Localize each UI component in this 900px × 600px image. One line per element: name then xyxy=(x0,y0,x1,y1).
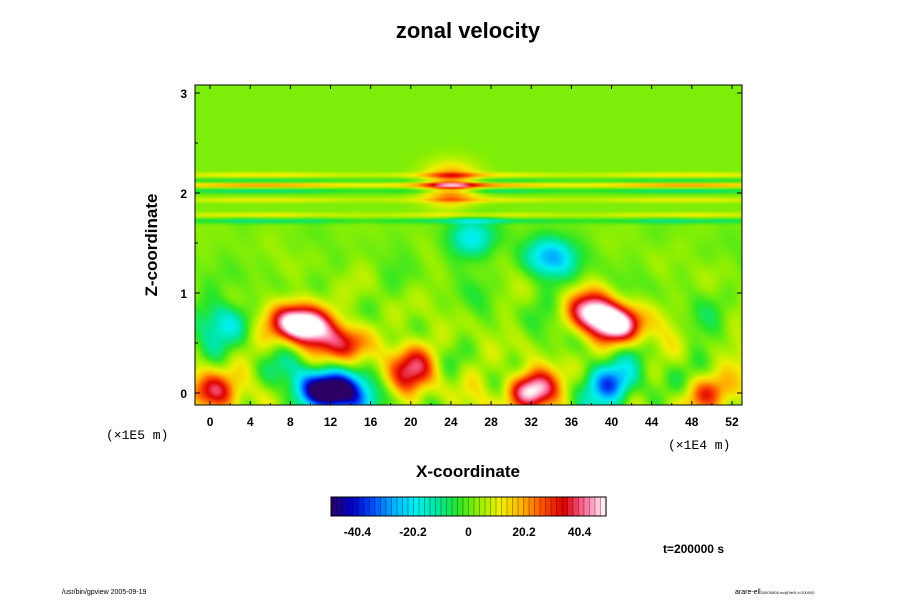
colorbar-cell xyxy=(578,496,585,517)
x-tick-label: 36 xyxy=(565,415,579,429)
y-tick-label: 2 xyxy=(180,187,187,201)
colorbar-cell xyxy=(523,496,530,517)
colorbar-cell xyxy=(413,496,420,517)
colorbar-cell xyxy=(341,496,349,517)
colorbar-cell xyxy=(418,496,426,517)
x-tick-label: 16 xyxy=(364,415,378,429)
colorbar-frame xyxy=(330,496,607,517)
colorbar-cell xyxy=(550,496,558,517)
colorbar-cell xyxy=(490,496,497,517)
colorbar-cell xyxy=(363,496,371,517)
footer-file-main: arare-ell xyxy=(735,589,761,596)
colorbar-cell xyxy=(561,496,569,517)
colorbar-cell xyxy=(369,496,376,517)
colorbar-cell xyxy=(440,496,448,517)
velocity-heatmap xyxy=(195,85,742,405)
colorbar-cell xyxy=(484,496,492,517)
chart-title: zonal velocity xyxy=(396,18,541,43)
colorbar: -40.4 -20.2 0 20.2 40.4 xyxy=(330,496,607,539)
colorbar-cell xyxy=(407,496,415,517)
colorbar-cell xyxy=(473,496,481,517)
colorbar-cell xyxy=(556,496,563,517)
colorbar-ticks: -40.4 -20.2 0 20.2 40.4 xyxy=(344,525,592,539)
colorbar-cell xyxy=(528,496,536,517)
colorbar-cell xyxy=(501,496,508,517)
x-tick-label: 20 xyxy=(404,415,418,429)
colorbar-cell xyxy=(391,496,398,517)
colorbar-cell xyxy=(534,496,541,517)
colorbar-cell xyxy=(468,496,475,517)
colorbar-cell xyxy=(506,496,514,517)
x-tick-label: 12 xyxy=(324,415,338,429)
y-tick-label: 0 xyxy=(180,387,187,401)
footer-file-sub: 2000X800.nc@VelX,t=200000 xyxy=(760,590,815,595)
plot-frame xyxy=(194,84,743,406)
x-unit-label: (×1E4 m) xyxy=(668,438,730,453)
colorbar-cell xyxy=(567,496,574,517)
colorbar-cell xyxy=(572,496,580,517)
colorbar-cell xyxy=(457,496,464,517)
colorbar-cell xyxy=(589,496,596,517)
x-axis-label: X-coordinate xyxy=(416,462,520,481)
colorbar-cell xyxy=(402,496,409,517)
colorbar-cell xyxy=(374,496,382,517)
x-tick-label: 44 xyxy=(645,415,659,429)
x-tick-label: 0 xyxy=(207,415,214,429)
colorbar-tick-label: 20.2 xyxy=(512,525,536,539)
colorbar-cell xyxy=(495,496,503,517)
colorbar-cell xyxy=(380,496,387,517)
colorbar-cell xyxy=(462,496,470,517)
x-tick-label: 32 xyxy=(525,415,539,429)
y-unit-label: (×1E5 m) xyxy=(106,428,168,443)
time-label: t=200000 s xyxy=(663,542,724,556)
x-tick-label: 28 xyxy=(484,415,498,429)
x-tick-label: 24 xyxy=(444,415,458,429)
colorbar-cell xyxy=(352,496,360,517)
footer-program: /usr/bin/gpview 2005-09-19 xyxy=(62,589,147,596)
x-tick-label: 40 xyxy=(605,415,619,429)
y-tick-label: 1 xyxy=(180,287,187,301)
colorbar-cell xyxy=(451,496,459,517)
footer-file: arare-ell2000X800.nc@VelX,t=200000 xyxy=(735,589,814,596)
colorbar-tick-label: 0 xyxy=(465,525,472,539)
y-tick-label: 3 xyxy=(180,87,187,101)
colorbar-cell xyxy=(336,496,343,517)
colorbar-cell xyxy=(435,496,442,517)
colorbar-cell xyxy=(396,496,404,517)
colorbar-cell xyxy=(517,496,525,517)
x-tick-label: 4 xyxy=(247,415,254,429)
colorbar-cell xyxy=(479,496,486,517)
colorbar-cell xyxy=(424,496,431,517)
colorbar-cell xyxy=(429,496,437,517)
y-axis-label: Z-coordinate xyxy=(142,194,161,297)
colorbar-tick-label: 40.4 xyxy=(568,525,592,539)
colorbar-cell xyxy=(358,496,365,517)
colorbar-cell xyxy=(545,496,552,517)
colorbar-cell xyxy=(347,496,354,517)
colorbar-tick-label: -20.2 xyxy=(399,525,427,539)
colorbar-cell xyxy=(539,496,547,517)
plot-area xyxy=(194,84,743,406)
colorbar-cell xyxy=(512,496,519,517)
colorbar-cell xyxy=(594,496,602,517)
x-tick-label: 52 xyxy=(725,415,739,429)
colorbar-cell xyxy=(385,496,393,517)
x-ticks: 0 4 8 12 16 20 24 28 32 36 40 44 48 52 xyxy=(207,85,739,429)
colorbar-cells xyxy=(330,496,607,517)
x-tick-label: 48 xyxy=(685,415,699,429)
y-ticks: 0 1 2 3 xyxy=(180,87,742,401)
colorbar-cell xyxy=(330,496,338,517)
colorbar-tick-label: -40.4 xyxy=(344,525,372,539)
x-tick-label: 8 xyxy=(287,415,294,429)
colorbar-cell xyxy=(446,496,453,517)
colorbar-cell xyxy=(583,496,591,517)
